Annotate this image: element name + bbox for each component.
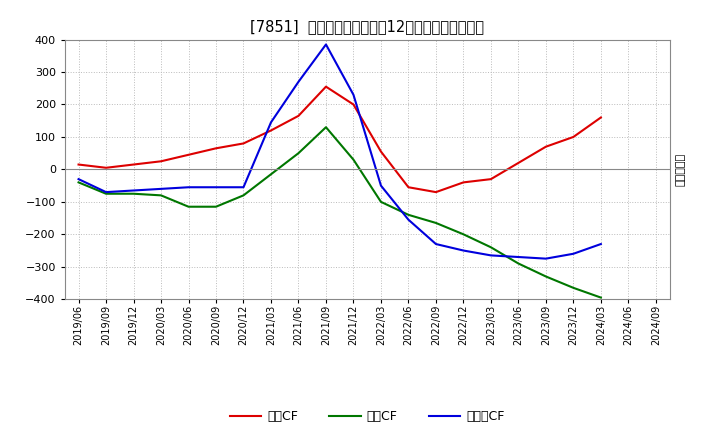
- フリーCF: [212, 185, 220, 190]
- 投資CF: [569, 285, 577, 290]
- Y-axis label: （百万円）: （百万円）: [675, 153, 685, 186]
- フリーCF: [569, 251, 577, 257]
- 投資CF: [404, 212, 413, 217]
- 投資CF: [239, 193, 248, 198]
- フリーCF: [377, 183, 385, 188]
- 投資CF: [597, 295, 606, 300]
- 営業CF: [431, 190, 440, 195]
- フリーCF: [74, 176, 83, 182]
- 営業CF: [349, 102, 358, 107]
- 営業CF: [597, 115, 606, 120]
- フリーCF: [404, 217, 413, 222]
- フリーCF: [322, 42, 330, 47]
- 投資CF: [322, 125, 330, 130]
- 投資CF: [541, 274, 550, 279]
- 営業CF: [184, 152, 193, 158]
- 営業CF: [239, 141, 248, 146]
- フリーCF: [239, 185, 248, 190]
- 営業CF: [266, 128, 275, 133]
- フリーCF: [487, 253, 495, 258]
- 営業CF: [294, 113, 303, 118]
- 投資CF: [266, 172, 275, 177]
- 営業CF: [129, 162, 138, 167]
- 投資CF: [74, 180, 83, 185]
- 投資CF: [377, 199, 385, 205]
- Line: フリーCF: フリーCF: [78, 44, 601, 259]
- 投資CF: [349, 157, 358, 162]
- フリーCF: [597, 242, 606, 247]
- 投資CF: [184, 204, 193, 209]
- 投資CF: [102, 191, 110, 196]
- 営業CF: [541, 144, 550, 149]
- Legend: 営業CF, 投資CF, フリーCF: 営業CF, 投資CF, フリーCF: [225, 405, 510, 428]
- 投資CF: [514, 261, 523, 266]
- Line: 投資CF: 投資CF: [78, 127, 601, 297]
- 営業CF: [322, 84, 330, 89]
- 営業CF: [404, 185, 413, 190]
- フリーCF: [266, 120, 275, 125]
- フリーCF: [129, 188, 138, 193]
- フリーCF: [184, 185, 193, 190]
- 営業CF: [212, 146, 220, 151]
- 投資CF: [294, 150, 303, 156]
- 営業CF: [74, 162, 83, 167]
- フリーCF: [541, 256, 550, 261]
- フリーCF: [294, 79, 303, 84]
- Title: [7851]  キャッシュフローの12か月移動合計の推移: [7851] キャッシュフローの12か月移動合計の推移: [251, 19, 485, 34]
- フリーCF: [157, 186, 166, 191]
- 投資CF: [129, 191, 138, 196]
- 営業CF: [487, 176, 495, 182]
- 営業CF: [377, 149, 385, 154]
- フリーCF: [349, 92, 358, 97]
- 投資CF: [212, 204, 220, 209]
- 投資CF: [157, 193, 166, 198]
- Line: 営業CF: 営業CF: [78, 87, 601, 192]
- 投資CF: [431, 220, 440, 226]
- 営業CF: [459, 180, 468, 185]
- 投資CF: [459, 231, 468, 237]
- 営業CF: [102, 165, 110, 170]
- フリーCF: [459, 248, 468, 253]
- フリーCF: [102, 190, 110, 195]
- フリーCF: [514, 254, 523, 260]
- 営業CF: [514, 160, 523, 165]
- 営業CF: [569, 134, 577, 139]
- 営業CF: [157, 159, 166, 164]
- 投資CF: [487, 245, 495, 250]
- フリーCF: [431, 242, 440, 247]
